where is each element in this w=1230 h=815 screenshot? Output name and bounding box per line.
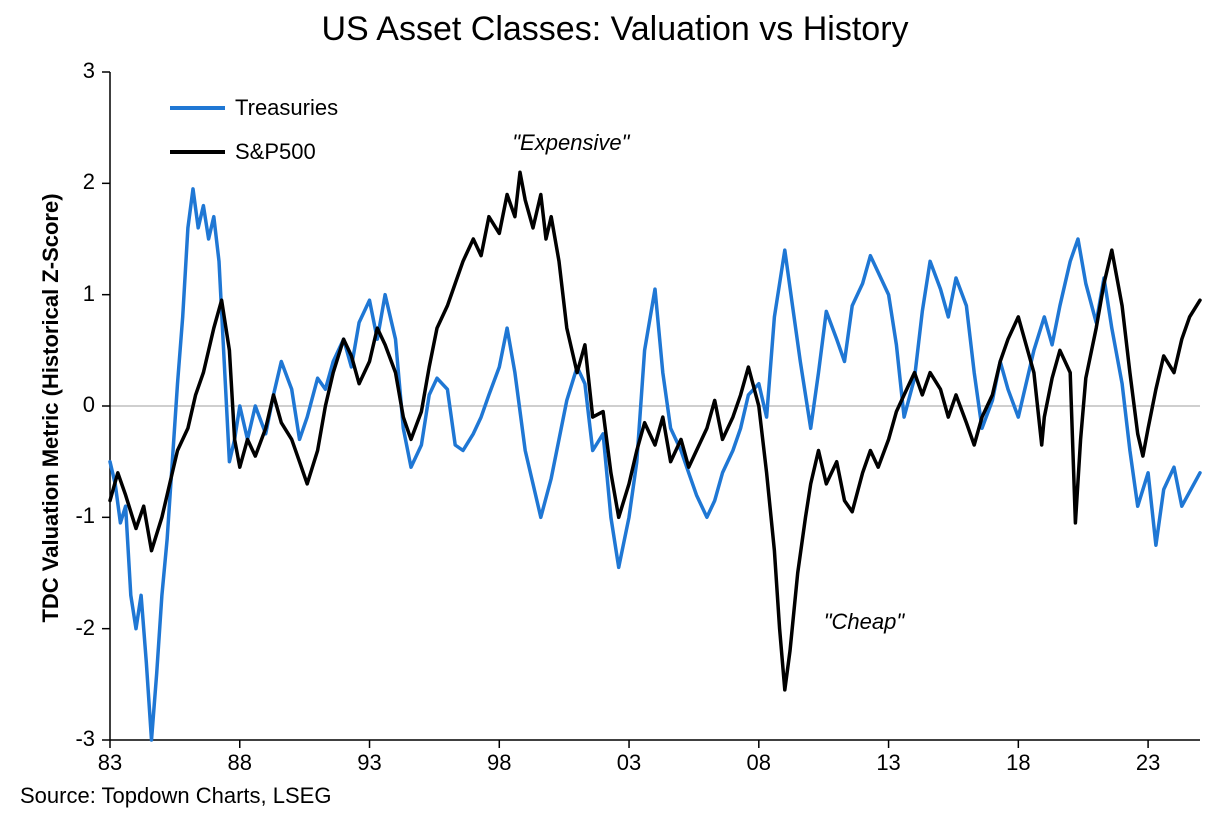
y-tick-label: 0	[55, 392, 95, 418]
x-tick-label: 93	[350, 750, 390, 776]
x-tick-label: 08	[739, 750, 779, 776]
x-tick-label: 83	[90, 750, 130, 776]
legend-swatch-sp500	[170, 150, 225, 154]
chart-title: US Asset Classes: Valuation vs History	[0, 10, 1230, 49]
chart-container: US Asset Classes: Valuation vs History T…	[0, 0, 1230, 815]
legend-swatch-treasuries	[170, 106, 225, 110]
series-line-treasuries	[110, 189, 1200, 740]
legend: Treasuries S&P500	[170, 95, 338, 183]
series-line-s-p500	[110, 172, 1200, 690]
y-tick-label: -2	[55, 615, 95, 641]
legend-item-treasuries: Treasuries	[170, 95, 338, 121]
y-tick-label: -1	[55, 503, 95, 529]
x-tick-label: 13	[869, 750, 909, 776]
annotation: "Cheap"	[824, 609, 904, 635]
y-tick-label: 3	[55, 58, 95, 84]
x-tick-label: 18	[998, 750, 1038, 776]
annotation: "Expensive"	[512, 130, 629, 156]
y-tick-label: 2	[55, 169, 95, 195]
legend-item-sp500: S&P500	[170, 139, 338, 165]
x-tick-label: 03	[609, 750, 649, 776]
y-tick-label: -3	[55, 726, 95, 752]
y-tick-label: 1	[55, 281, 95, 307]
chart-source: Source: Topdown Charts, LSEG	[20, 783, 331, 809]
x-tick-label: 23	[1128, 750, 1168, 776]
legend-label-treasuries: Treasuries	[235, 95, 338, 121]
x-tick-label: 88	[220, 750, 260, 776]
x-tick-label: 98	[479, 750, 519, 776]
legend-label-sp500: S&P500	[235, 139, 316, 165]
